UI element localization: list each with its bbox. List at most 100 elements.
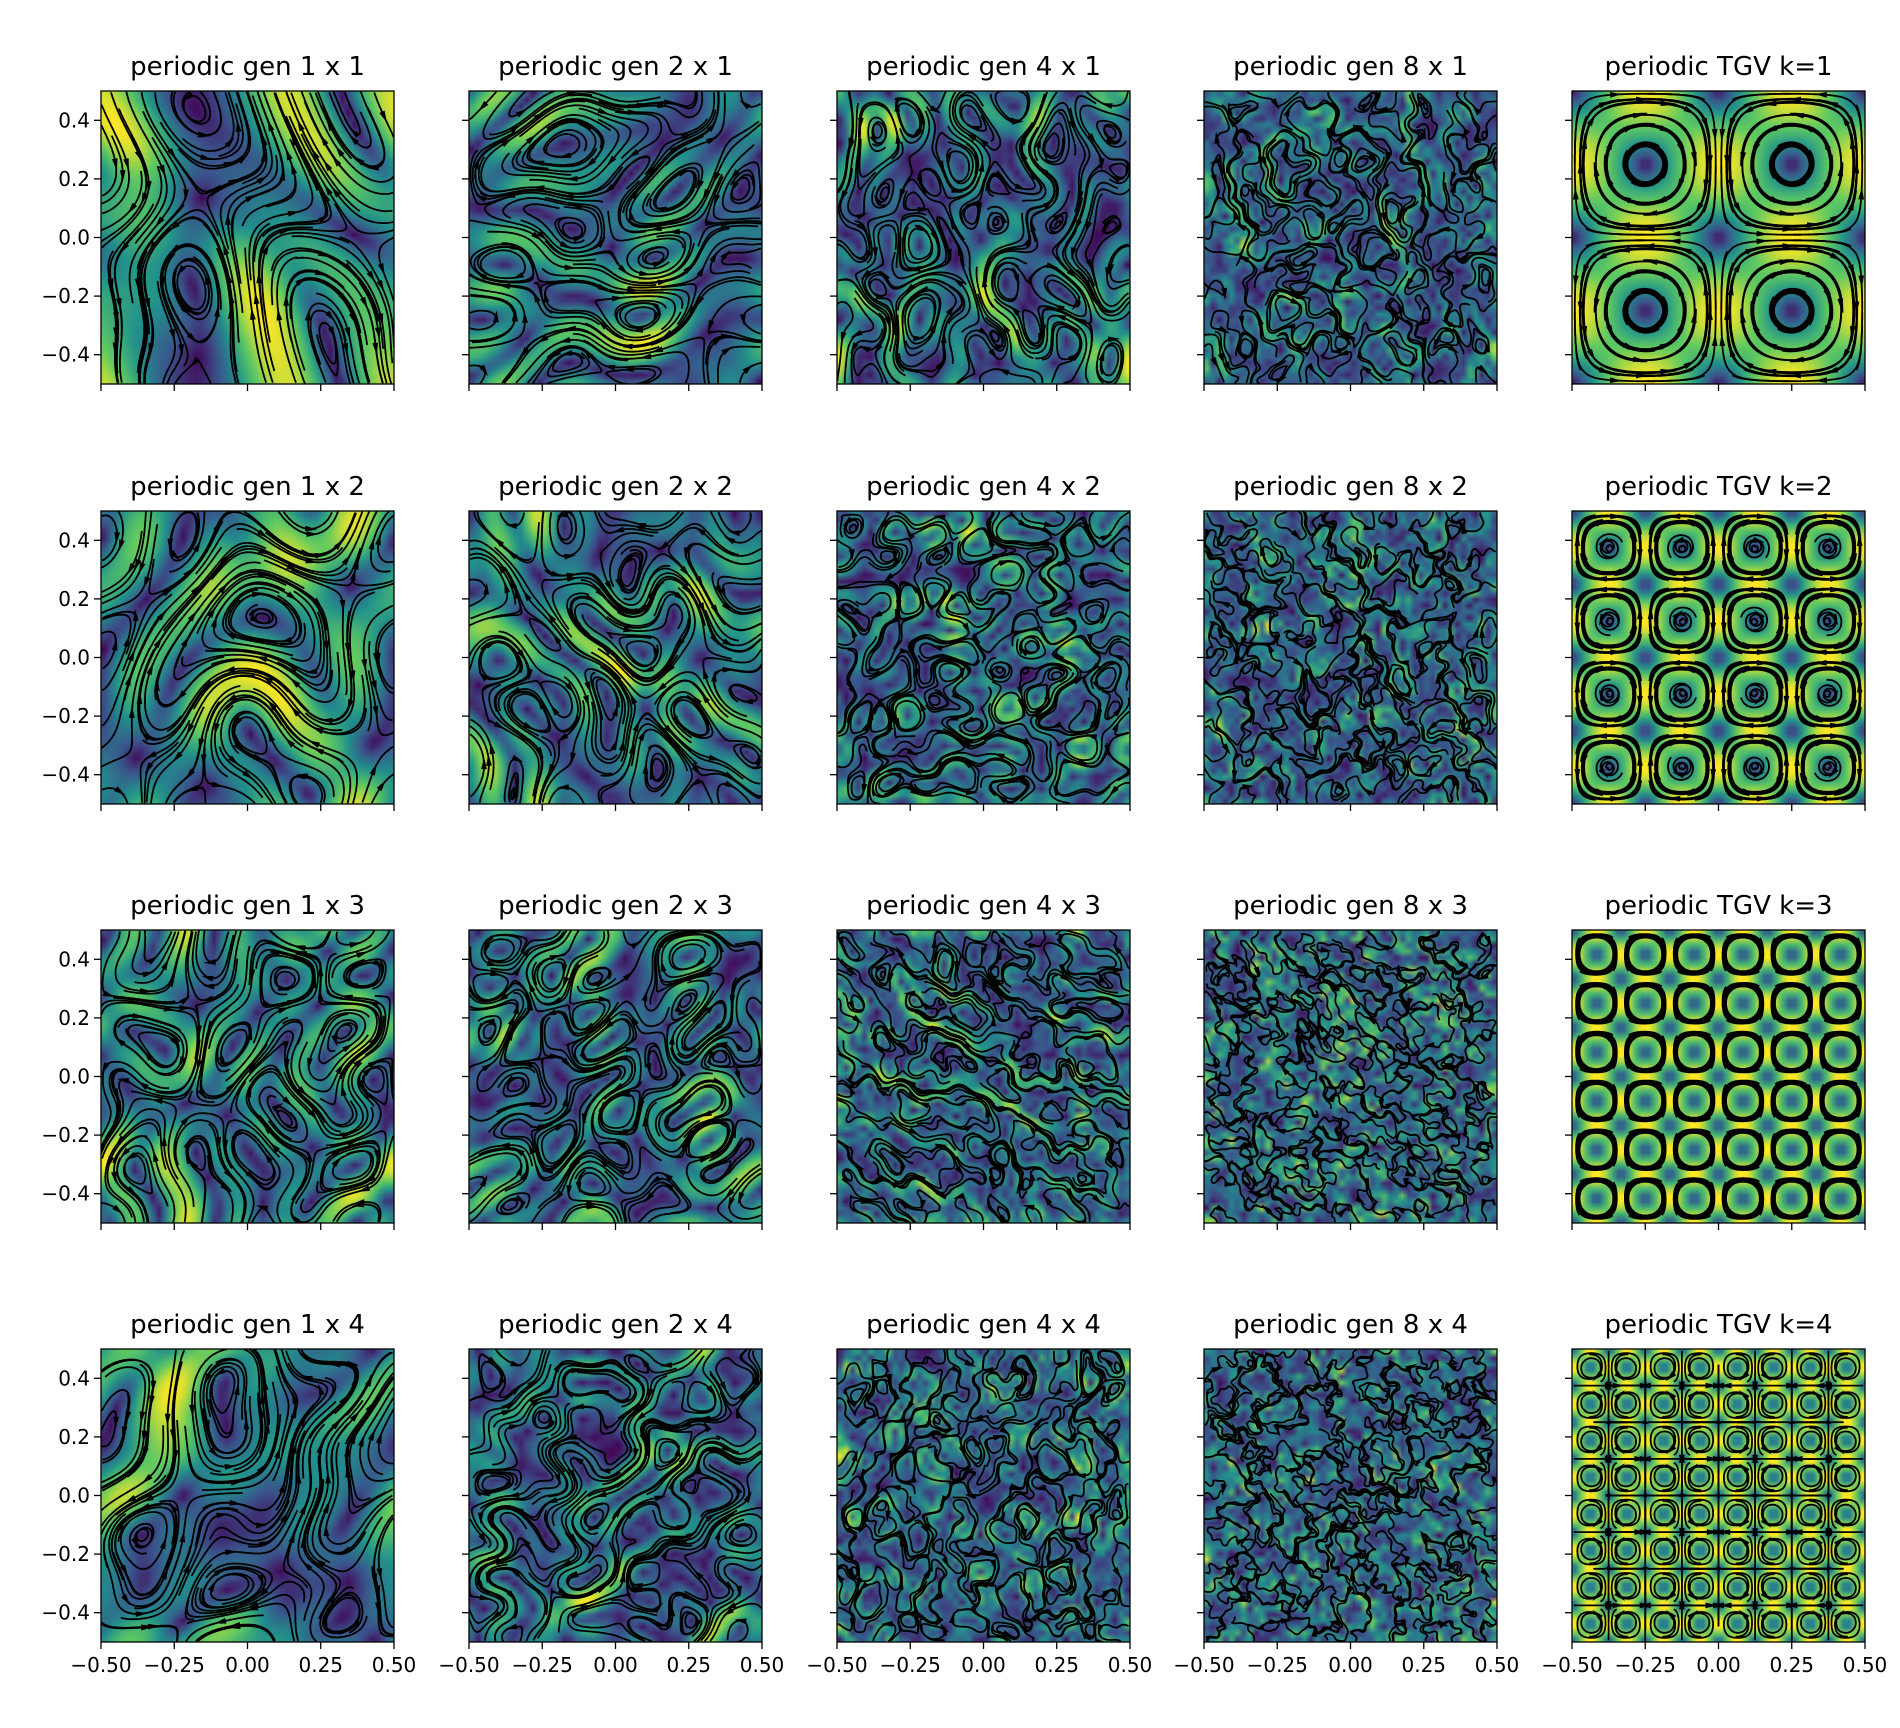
streamline-arrow <box>532 160 545 167</box>
panel: periodic gen 8 x 4−0.50 −0.25 0.00 0.25 0.50 <box>1173 1310 1519 1677</box>
streamline-arrow <box>1404 277 1414 290</box>
streamline-arrow <box>965 132 977 142</box>
streamline-arrow <box>496 562 506 574</box>
streamline-arrow <box>306 164 315 177</box>
streamline-arrow <box>1771 148 1781 161</box>
streamline-arrow <box>366 1000 379 1009</box>
streamline-arrow <box>1019 133 1028 146</box>
streamline-arrow <box>124 1494 137 1504</box>
streamline-arrow <box>1293 1026 1305 1037</box>
streamline-arrow <box>908 1127 920 1136</box>
streamline-arrow <box>1085 1071 1098 1080</box>
streamline-arrow <box>999 1426 1011 1436</box>
streamline-arrow <box>262 133 268 147</box>
streamline-arrow <box>1065 1583 1075 1595</box>
streamline-arrow <box>1823 138 1831 151</box>
streamline-arrow <box>223 1168 234 1180</box>
streamline-arrow <box>679 1065 686 1078</box>
streamline-arrow <box>503 1075 515 1086</box>
streamline-arrow <box>158 164 166 177</box>
streamline-arrow <box>350 1619 361 1631</box>
streamline-arrow <box>571 1403 584 1410</box>
streamline-arrow <box>483 582 490 595</box>
y-tick-label: 0.0 <box>58 1065 90 1089</box>
streamline-arrow <box>848 549 855 562</box>
x-tick-label: 0.00 <box>1328 1653 1373 1677</box>
streamline-arrow <box>249 609 256 622</box>
x-tick-label: −0.50 <box>806 1653 867 1677</box>
streamline-arrow <box>1614 1536 1625 1547</box>
streamline-arrow <box>662 1181 674 1191</box>
streamline-arrow <box>552 632 562 645</box>
streamline-arrow <box>111 1171 117 1184</box>
streamline-arrow <box>168 221 180 231</box>
panel: periodic gen 4 x 4−0.50 −0.25 0.00 0.25 0.50 <box>806 1310 1152 1677</box>
x-tick-label: −0.25 <box>1247 1653 1308 1677</box>
streamline-arrow <box>709 250 718 263</box>
streamline-arrow <box>610 738 618 751</box>
streamline-arrow <box>990 1014 997 1027</box>
streamline-arrow <box>349 1432 357 1445</box>
streamline-arrow <box>200 682 211 694</box>
streamline-arrow <box>149 1395 155 1408</box>
streamline-arrow <box>1679 1524 1685 1537</box>
streamline-arrow <box>850 342 859 354</box>
streamline-arrow <box>128 706 135 719</box>
streamline-arrow <box>147 1623 160 1630</box>
streamline-arrow <box>719 1381 728 1394</box>
streamline-arrow <box>1843 1014 1856 1023</box>
streamline-arrow <box>256 175 269 185</box>
streamline-arrow <box>1858 187 1865 200</box>
y-tick-label: 0.2 <box>58 1425 90 1449</box>
streamline-arrow <box>1375 106 1388 113</box>
streamline-arrow <box>1224 1181 1237 1187</box>
streamline-arrow <box>1476 973 1489 981</box>
streamline-arrow <box>1013 1381 1025 1393</box>
streamline-arrow <box>950 1013 961 1025</box>
y-tick-label: 0.4 <box>58 108 90 132</box>
streamline-arrow <box>691 694 702 706</box>
streamline-arrow <box>611 295 624 302</box>
streamline-arrow <box>256 1522 269 1529</box>
streamline-arrow <box>847 1000 855 1013</box>
streamline-arrow <box>376 279 385 292</box>
streamline-arrow <box>597 1158 609 1168</box>
streamline-arrow <box>1466 1539 1478 1551</box>
streamline-arrow <box>1665 1371 1677 1382</box>
streamline-arrow <box>708 1446 721 1453</box>
streamline-arrow <box>1683 641 1696 648</box>
streamline-arrow <box>889 691 902 700</box>
streamline-arrow <box>1609 568 1622 575</box>
streamline-arrow <box>1105 135 1118 144</box>
streamline-arrow <box>1760 1463 1772 1474</box>
streamline-arrow <box>344 642 351 655</box>
streamline-arrow <box>1812 1463 1823 1474</box>
streamline-arrow <box>1239 636 1247 649</box>
streamline-arrow <box>654 206 667 213</box>
streamline-arrow <box>633 1447 640 1461</box>
streamline-arrow <box>967 125 980 132</box>
streamline-arrow <box>1402 757 1409 770</box>
streamline-arrow <box>349 942 362 948</box>
x-tick-label: −0.50 <box>70 1653 131 1677</box>
streamlines <box>469 511 762 804</box>
streamline-arrow <box>702 1420 712 1433</box>
streamline-arrow <box>479 1175 488 1188</box>
streamline-arrow <box>1710 622 1717 635</box>
streamline-arrow <box>1461 128 1470 141</box>
streamline-arrow <box>1116 1496 1123 1509</box>
streamline-arrow <box>1292 657 1304 668</box>
streamline-arrow <box>1290 529 1302 541</box>
streamline-arrow <box>888 1485 901 1491</box>
streamline-arrow <box>600 1015 612 1026</box>
streamline-arrow <box>558 337 571 343</box>
y-tick-label: −0.4 <box>41 343 90 367</box>
streamline-arrow <box>1328 201 1340 210</box>
streamline-arrow <box>565 175 578 182</box>
streamline-arrow <box>959 667 966 680</box>
streamlines <box>1572 91 1865 384</box>
streamline-arrow <box>711 336 723 346</box>
streamline-arrow <box>1577 1086 1585 1099</box>
streamline-arrow <box>849 139 855 152</box>
streamline-arrow <box>1614 1590 1625 1601</box>
